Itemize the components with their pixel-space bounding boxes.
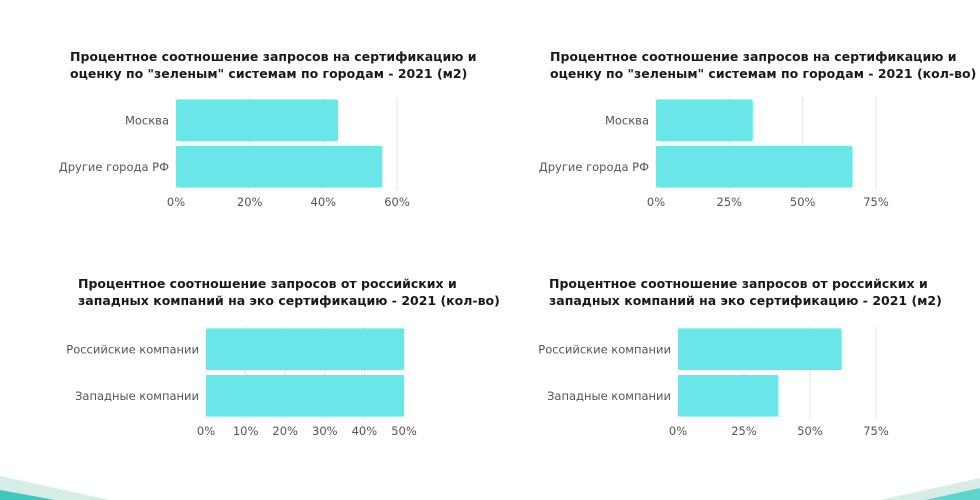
chart-title-line-1: Процентное соотношение запросов от росси… <box>549 276 928 291</box>
tick-label: 0% <box>669 424 687 438</box>
tick-label: 75% <box>863 195 889 209</box>
tick-label: 10% <box>233 424 259 438</box>
chart-cities-count: Процентное соотношение запросов на серти… <box>539 48 977 209</box>
category-label: Российские компании <box>66 342 199 356</box>
chart-title-line-1: Процентное соотношение запросов на серти… <box>70 49 477 64</box>
tick-label: 20% <box>237 195 263 209</box>
tick-label: 0% <box>647 195 665 209</box>
bar <box>176 145 383 188</box>
chart-title: Процентное соотношение запросов на серти… <box>550 48 976 82</box>
bottom-decoration <box>0 476 980 500</box>
category-label: Другие города РФ <box>539 160 649 174</box>
bar <box>206 328 404 371</box>
category-label: Москва <box>125 113 169 127</box>
chart-title: Процентное соотношение запросов от росси… <box>549 275 942 309</box>
bar <box>206 374 404 417</box>
chart-cities-m2: Процентное соотношение запросов на серти… <box>0 0 490 250</box>
decor-teal-wave-right <box>925 488 980 500</box>
bar <box>656 145 853 188</box>
chart-title-line-2: западных компаний на эко сертификацию - … <box>549 293 942 308</box>
tick-label: 75% <box>863 424 889 438</box>
chart-title-line-1: Процентное соотношение запросов от росси… <box>78 276 457 291</box>
decor-teal-wave-left <box>0 490 55 500</box>
chart-title-line-2: западных компаний на эко сертификацию - … <box>78 293 500 308</box>
chart-title-line-2: оценку по "зеленым" системам по городам … <box>70 66 468 81</box>
category-label: Западные компании <box>547 389 671 403</box>
chart-title-line-1: Процентное соотношение запросов на серти… <box>550 49 957 64</box>
tick-label: 50% <box>790 195 816 209</box>
chart-plot: Москва Другие города РФ 0% 20% 40% 60% <box>59 97 410 209</box>
decor-light-wave-left <box>0 476 110 500</box>
tick-label: 60% <box>384 195 410 209</box>
chart-title: Процентное соотношение запросов от росси… <box>78 275 500 309</box>
tick-label: 25% <box>731 424 757 438</box>
bar <box>678 374 779 417</box>
bar <box>678 328 842 371</box>
category-label: Другие города РФ <box>59 160 169 174</box>
tick-label: 50% <box>391 424 417 438</box>
tick-label: 50% <box>797 424 823 438</box>
chart-title: Процентное соотношение запросов на серти… <box>70 48 476 82</box>
tick-label: 40% <box>311 195 337 209</box>
chart-title-line-2: оценку по "зеленым" системам по городам … <box>550 66 977 81</box>
bar <box>176 99 339 142</box>
bar <box>656 99 753 142</box>
category-label: Западные компании <box>75 389 199 403</box>
category-label: Москва <box>605 113 649 127</box>
tick-label: 0% <box>197 424 215 438</box>
tick-label: 25% <box>717 195 743 209</box>
chart-plot: Москва Другие города РФ 0% 25% 50% 75% <box>539 97 889 209</box>
tick-label: 20% <box>272 424 298 438</box>
chart-plot: Российские компании Западные компании 0% 10… <box>66 326 417 438</box>
tick-label: 30% <box>312 424 338 438</box>
category-label: Российские компании <box>538 342 671 356</box>
chart-companies-count: Процентное соотношение запросов от росси… <box>66 276 500 438</box>
tick-label: 0% <box>167 195 185 209</box>
tick-label: 40% <box>352 424 378 438</box>
